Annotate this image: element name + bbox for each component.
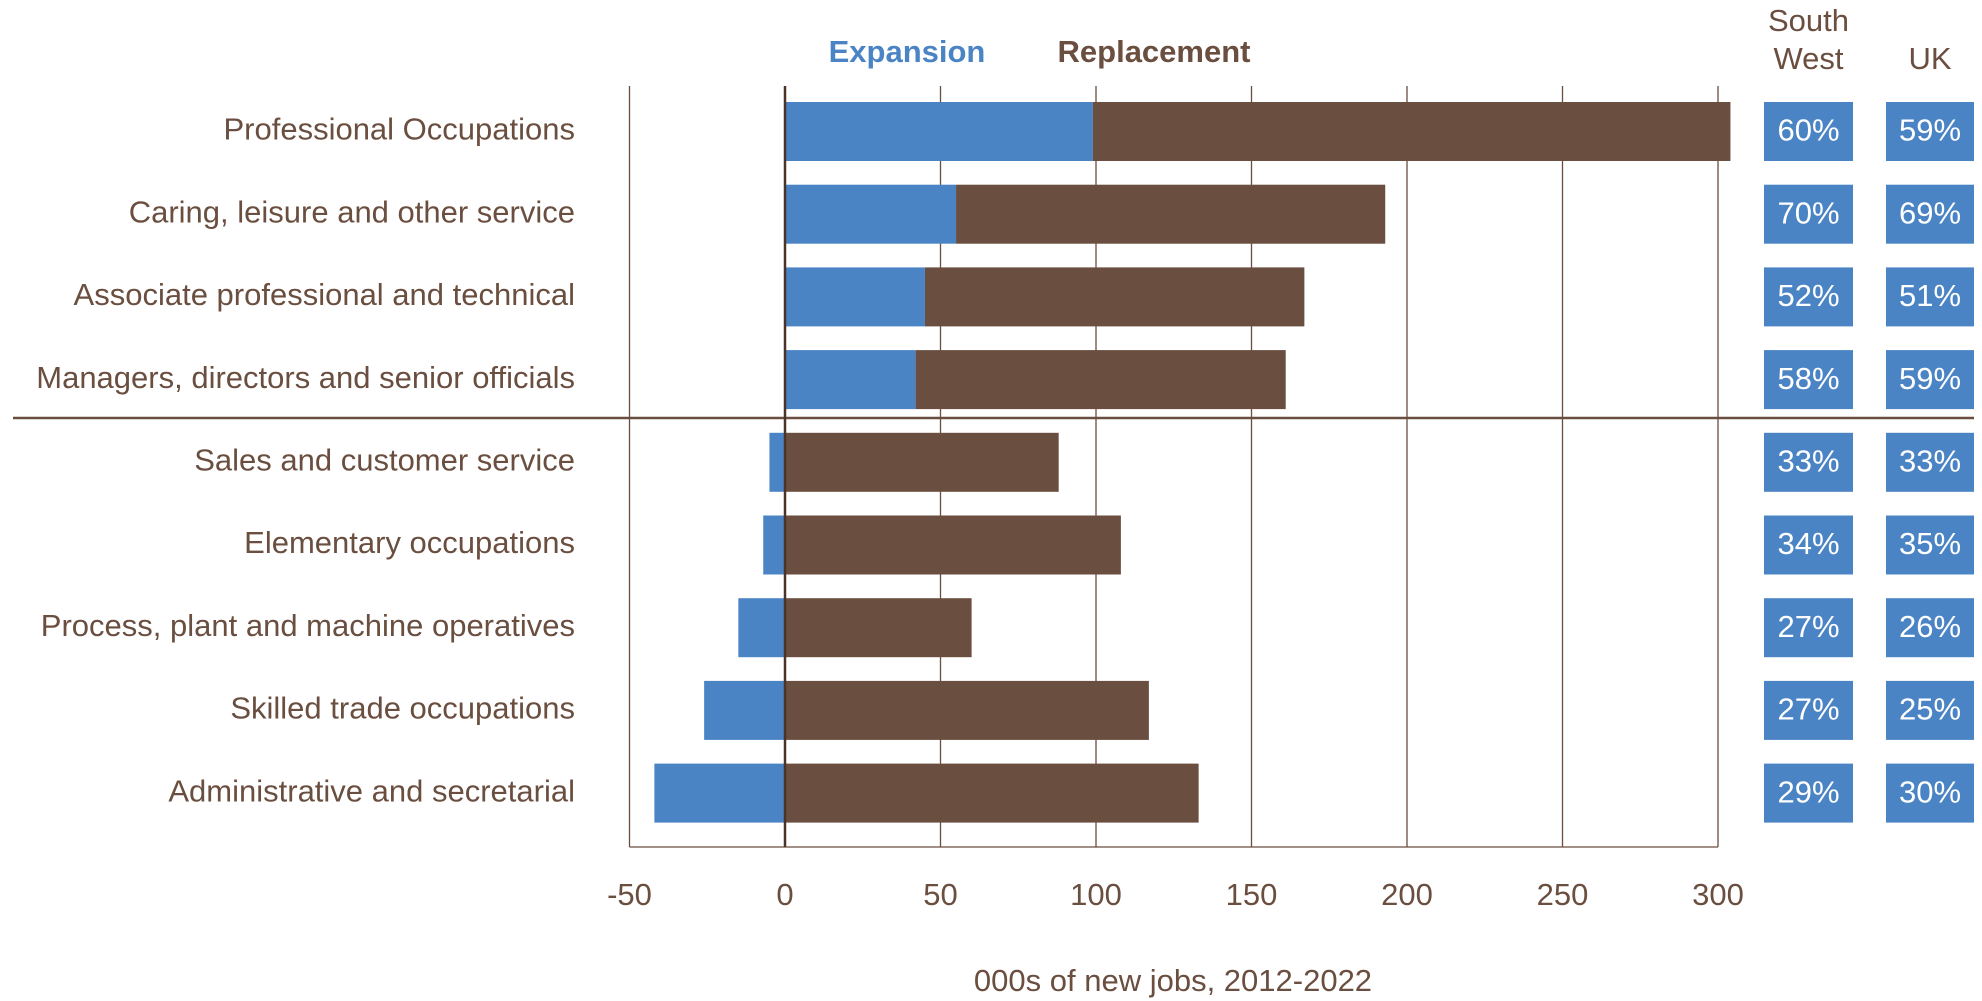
column-value: 70% — [1777, 195, 1839, 230]
y-tick-label: Sales and customer service — [194, 442, 575, 477]
x-tick-label: 50 — [923, 877, 957, 912]
value-box — [1764, 598, 1853, 658]
column-value: 34% — [1777, 526, 1839, 561]
column-header: South West — [1768, 3, 1849, 76]
bar-segment — [785, 598, 972, 658]
bar-segment — [785, 267, 925, 327]
column-value: 52% — [1777, 278, 1839, 313]
column-value: 69% — [1899, 195, 1961, 230]
value-box — [1886, 267, 1974, 327]
column-value: 30% — [1899, 774, 1961, 809]
value-box — [1764, 102, 1853, 161]
column-header: UK — [1908, 41, 1951, 76]
x-tick-label: 100 — [1070, 877, 1122, 912]
x-tick-label: 200 — [1381, 877, 1433, 912]
bar-segment — [924, 267, 1305, 327]
value-box — [1886, 598, 1974, 658]
bar-segment — [785, 102, 1093, 161]
value-box — [1886, 763, 1974, 823]
value-box — [1886, 102, 1974, 161]
column-value: 26% — [1899, 609, 1961, 644]
bar-segment — [785, 432, 1059, 492]
column-value: 58% — [1777, 361, 1839, 396]
column-value: 59% — [1899, 361, 1961, 396]
column-value: 51% — [1899, 278, 1961, 313]
value-box — [1764, 680, 1853, 740]
bar-segment — [763, 515, 785, 575]
column-header-line: West — [1773, 41, 1843, 76]
column-value: 35% — [1899, 526, 1961, 561]
value-box — [1764, 350, 1853, 410]
bar-segment — [956, 184, 1386, 244]
column-value: 33% — [1777, 443, 1839, 478]
y-tick-label: Managers, directors and senior officials — [36, 360, 575, 395]
y-tick-label: Process, plant and machine operatives — [41, 608, 575, 643]
value-box — [1764, 267, 1853, 327]
column-value: 25% — [1899, 692, 1961, 727]
bar-segment — [1092, 102, 1731, 161]
y-tick-label: Administrative and secretarial — [168, 773, 575, 808]
value-box — [1764, 515, 1853, 575]
value-box — [1764, 763, 1853, 823]
bar-segment — [785, 184, 957, 244]
x-tick-label: 0 — [776, 877, 793, 912]
bar-segment — [785, 763, 1199, 823]
bar-segment — [704, 680, 785, 740]
value-box — [1886, 680, 1974, 740]
column-value: 27% — [1777, 609, 1839, 644]
x-tick-label: -50 — [607, 877, 652, 912]
bar-segment — [785, 515, 1121, 575]
bar-segment — [785, 350, 916, 410]
bar-segment — [769, 432, 785, 492]
column-value: 27% — [1777, 692, 1839, 727]
x-tick-label: 250 — [1537, 877, 1589, 912]
column-value: 33% — [1899, 443, 1961, 478]
value-box — [1764, 184, 1853, 244]
value-box — [1886, 184, 1974, 244]
bar-segment — [654, 763, 785, 823]
value-box — [1886, 432, 1974, 492]
value-box — [1886, 515, 1974, 575]
x-tick-label: 300 — [1692, 877, 1744, 912]
value-box — [1764, 432, 1853, 492]
x-axis-label: 000s of new jobs, 2012-2022 — [974, 963, 1372, 998]
x-tick-label: 150 — [1226, 877, 1278, 912]
y-tick-label: Associate professional and technical — [74, 277, 575, 312]
legend-label: Expansion — [829, 34, 986, 69]
column-value: 29% — [1777, 774, 1839, 809]
column-value: 59% — [1899, 113, 1961, 148]
bar-segment — [738, 598, 785, 658]
value-box — [1886, 350, 1974, 410]
bar-segment — [915, 350, 1286, 410]
column-value: 60% — [1777, 113, 1839, 148]
y-tick-label: Skilled trade occupations — [230, 691, 575, 726]
legend-label: Replacement — [1058, 34, 1251, 69]
bar-segment — [785, 680, 1149, 740]
y-tick-label: Professional Occupations — [223, 112, 575, 147]
column-header-line: South — [1768, 3, 1849, 38]
y-tick-label: Caring, leisure and other service — [129, 194, 575, 229]
y-tick-label: Elementary occupations — [244, 525, 575, 560]
column-header-line: UK — [1908, 41, 1951, 76]
